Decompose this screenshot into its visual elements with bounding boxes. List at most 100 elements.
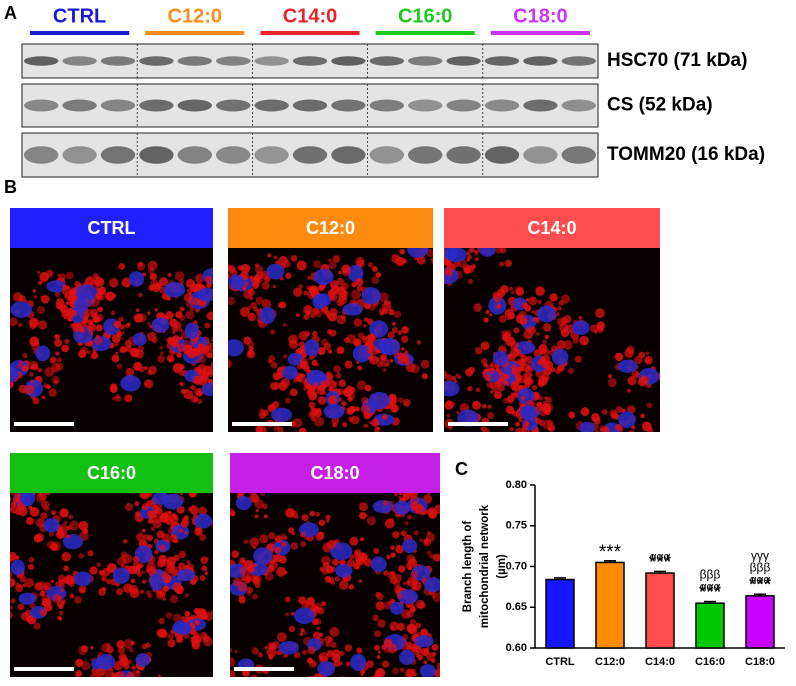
nucleus: [362, 287, 381, 304]
mitochondria: [284, 536, 288, 540]
nucleus: [304, 339, 319, 356]
mitochondria: [195, 360, 198, 363]
bar: [696, 603, 724, 648]
mitochondria: [328, 261, 336, 269]
mitochondria: [189, 345, 193, 349]
blot-band: [62, 56, 96, 66]
mitochondria: [227, 297, 236, 306]
mitochondria: [472, 401, 481, 410]
mitochondria: [311, 360, 317, 366]
mitochondria: [37, 368, 42, 373]
mitochondria: [322, 568, 329, 575]
mitochondria: [106, 677, 116, 681]
blot-band: [101, 146, 135, 164]
mitochondria: [326, 519, 329, 522]
blot-band: [293, 99, 327, 111]
mitochondria: [339, 287, 343, 291]
mitochondria: [5, 611, 13, 619]
mitochondria: [336, 346, 344, 354]
group-underline: [491, 31, 590, 35]
mitochondria: [9, 606, 13, 610]
group-label: C12:0: [168, 5, 222, 27]
mitochondria: [220, 271, 230, 281]
mitochondria: [349, 537, 358, 546]
mitochondria: [159, 346, 163, 350]
mitochondria: [179, 306, 184, 311]
mitochondria: [528, 296, 537, 305]
mitochondria: [416, 653, 420, 657]
mitochondria: [215, 340, 224, 349]
mitochondria: [368, 345, 378, 355]
mitochondria: [520, 317, 528, 325]
mitochondria: [252, 282, 259, 289]
mitochondria: [186, 348, 196, 358]
mitochondria: [216, 582, 224, 590]
mitochondria: [2, 374, 10, 382]
mitochondria: [102, 587, 107, 592]
mitochondria: [555, 312, 559, 316]
mitochondria: [32, 397, 39, 404]
mitochondria: [283, 354, 287, 358]
mitochondria: [416, 600, 425, 609]
mitochondria: [222, 359, 232, 369]
mitochondria: [595, 430, 599, 434]
mitochondria: [181, 520, 189, 528]
mitochondria: [567, 434, 573, 440]
mitochondria: [317, 607, 324, 614]
mitochondria: [486, 365, 495, 374]
mitochondria: [163, 598, 166, 601]
mitochondria: [57, 595, 62, 600]
mitochondria: [399, 249, 405, 255]
mitochondria: [329, 627, 339, 637]
group-label: CTRL: [53, 5, 106, 27]
mitochondria: [445, 588, 450, 593]
mitochondria: [83, 315, 89, 321]
mitochondria: [410, 619, 417, 626]
panel-label: A: [4, 3, 17, 23]
image-label: CTRL: [88, 218, 136, 238]
mitochondria: [34, 623, 41, 630]
mitochondria: [436, 662, 443, 669]
mitochondria: [414, 530, 419, 535]
mitochondria: [54, 334, 59, 339]
mitochondria: [524, 305, 531, 312]
mitochondria: [129, 648, 134, 653]
mitochondria: [374, 630, 381, 637]
mitochondria: [69, 515, 73, 519]
mitochondria: [354, 549, 361, 556]
mitochondria: [221, 293, 224, 296]
mitochondria: [360, 537, 364, 541]
group-label: C18:0: [513, 5, 567, 27]
mitochondria: [0, 381, 2, 386]
mitochondria: [533, 435, 542, 444]
mitochondria: [30, 366, 34, 370]
mitochondria: [665, 378, 670, 383]
mitochondria: [41, 500, 50, 509]
mitochondria: [63, 566, 69, 572]
mitochondria: [215, 349, 221, 355]
mitochondria: [73, 289, 78, 294]
mitochondria: [0, 351, 4, 355]
mitochondria: [364, 317, 368, 321]
mitochondria: [118, 263, 125, 270]
mitochondria: [439, 254, 444, 259]
group-underline: [145, 31, 244, 35]
mitochondria: [115, 352, 118, 355]
mitochondria: [255, 263, 259, 267]
mitochondria: [217, 379, 225, 387]
mitochondria: [469, 247, 475, 253]
mitochondria: [264, 646, 268, 650]
mitochondria: [438, 671, 441, 674]
mitochondria: [294, 514, 299, 519]
mitochondria: [89, 566, 97, 574]
blot-band: [254, 99, 288, 111]
mitochondria: [499, 315, 507, 323]
panel-label: C: [455, 459, 468, 479]
mitochondria: [532, 385, 537, 390]
mitochondria: [177, 343, 186, 352]
mitochondria: [134, 313, 143, 322]
mitochondria: [407, 669, 415, 677]
blot-band: [62, 99, 96, 111]
mitochondria: [18, 604, 25, 611]
mitochondria: [218, 557, 224, 563]
